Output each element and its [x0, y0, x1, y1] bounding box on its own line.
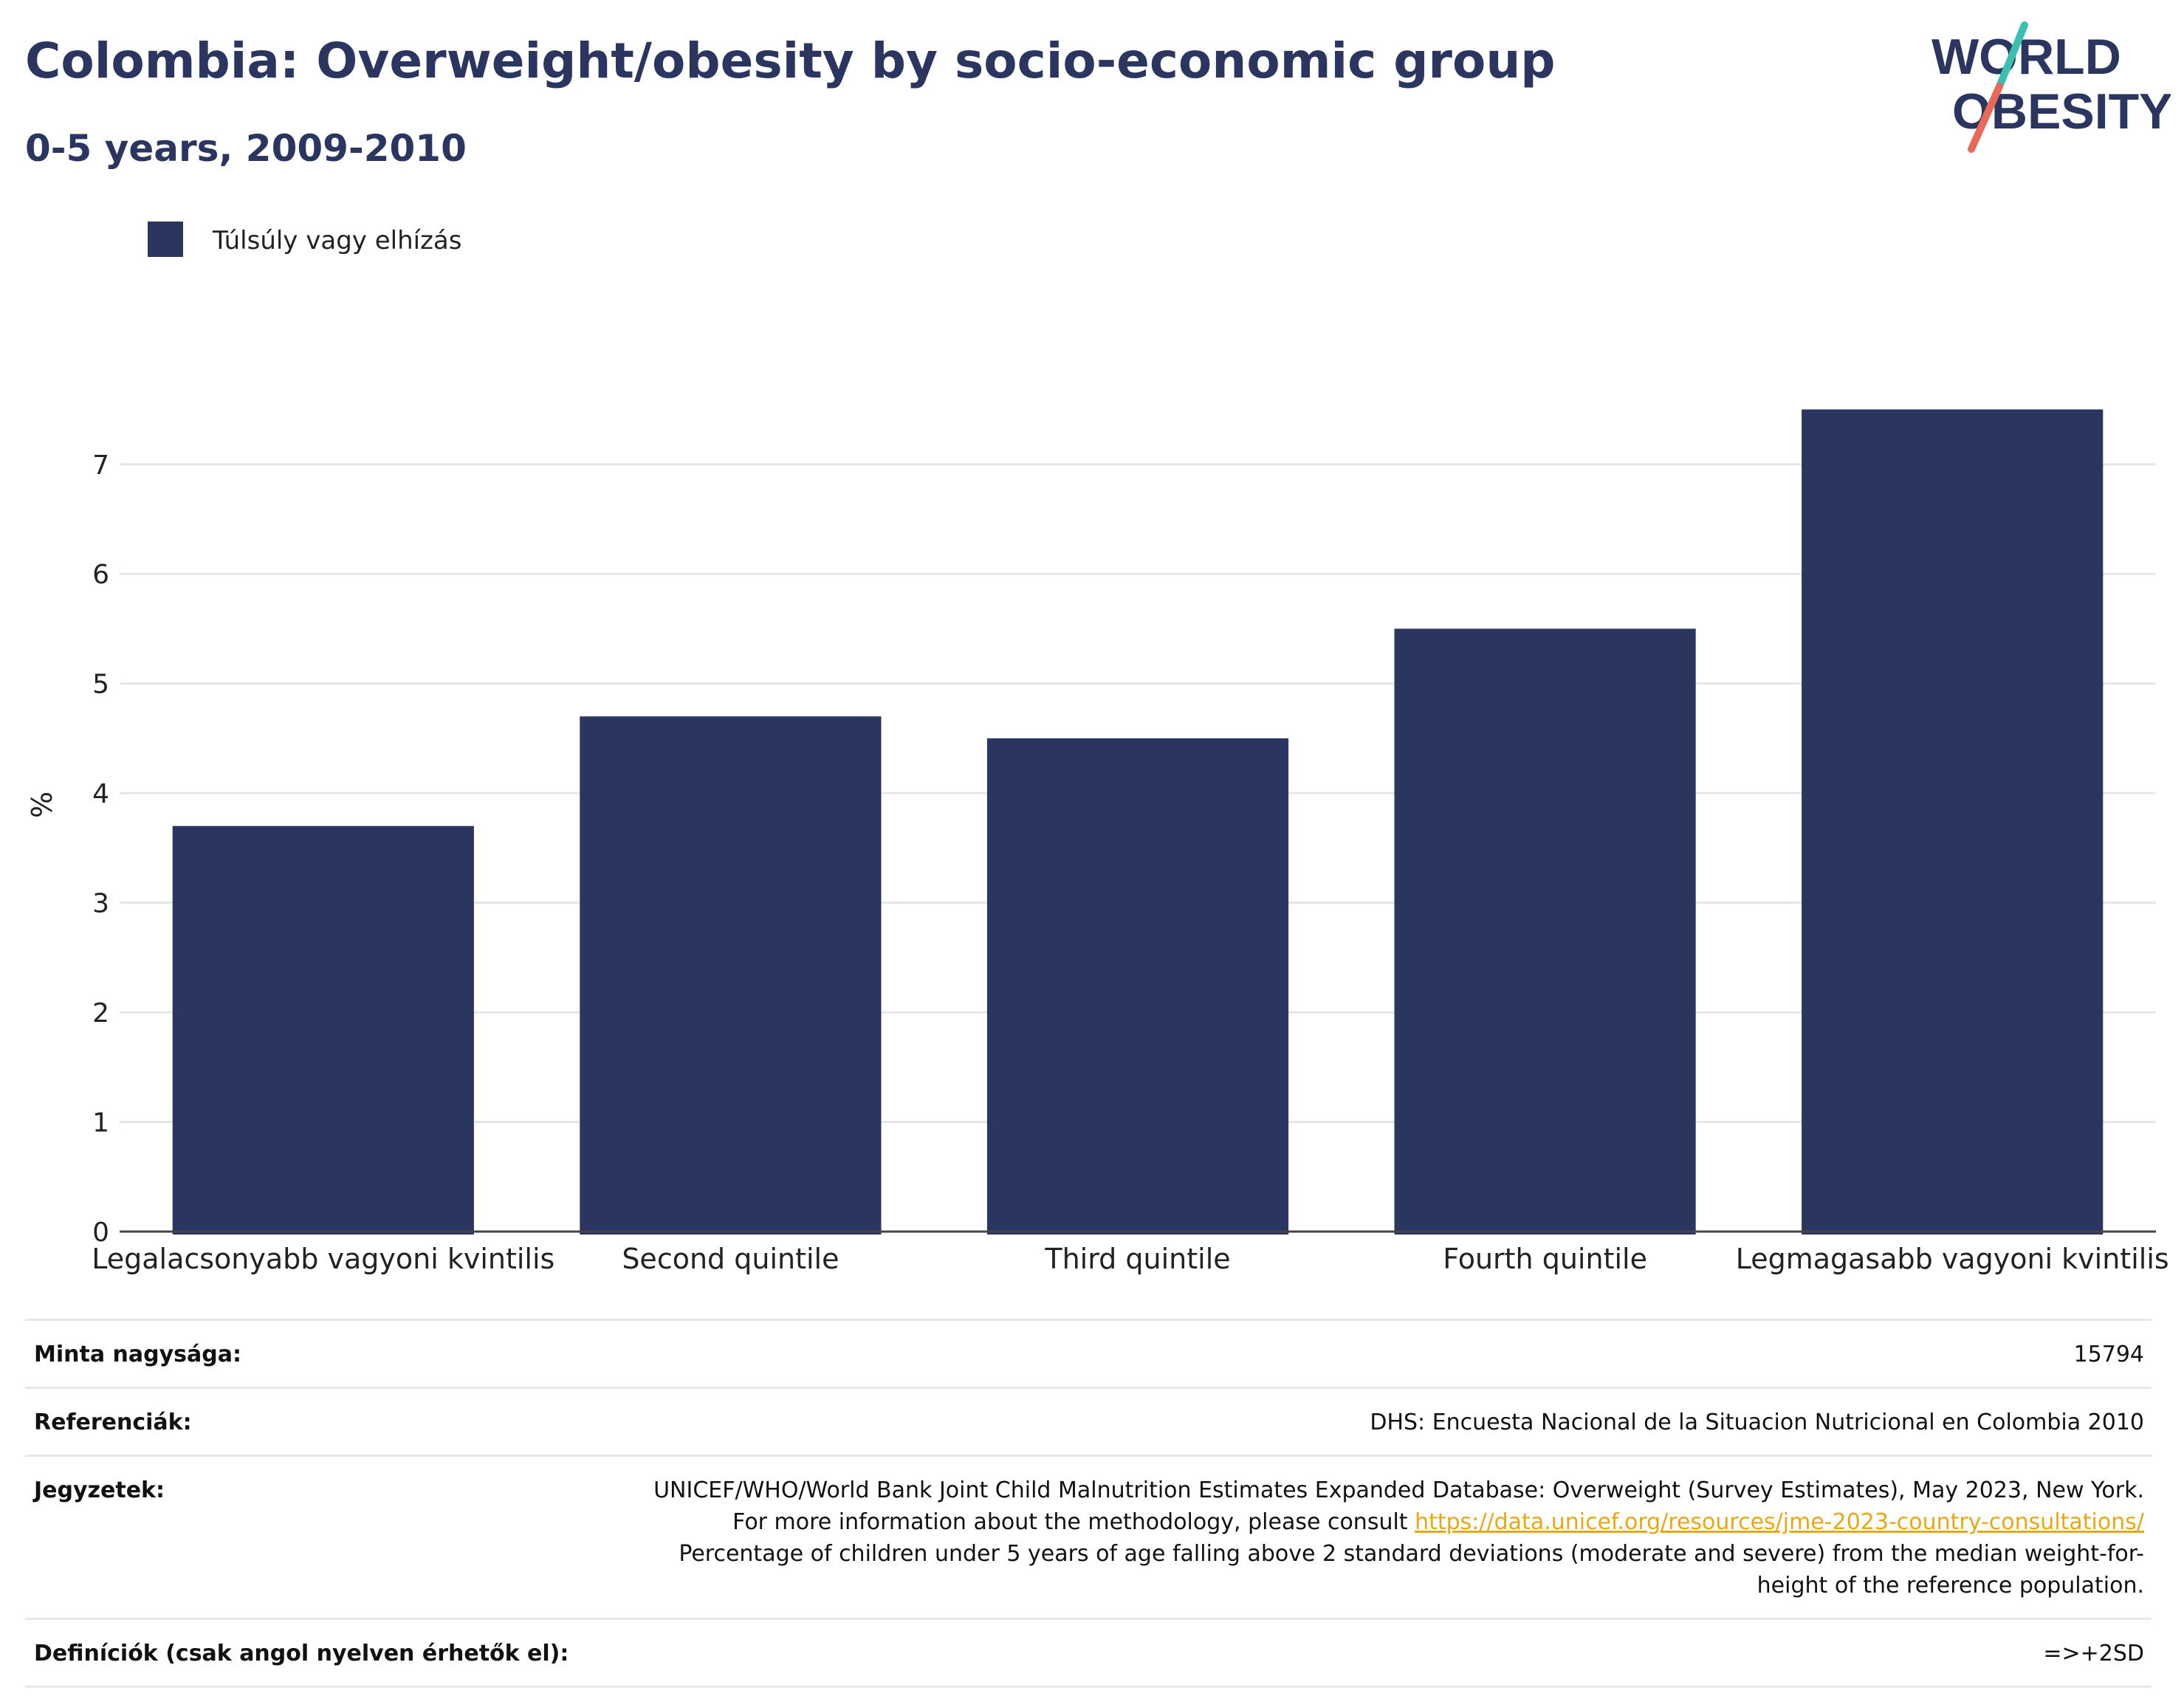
bar [580, 716, 882, 1235]
x-tick-label: Legmagasabb vagyoni kvintilis [1736, 1243, 2169, 1275]
x-tick-label: Second quintile [622, 1243, 839, 1275]
x-tick-label: Fourth quintile [1443, 1243, 1647, 1275]
methodology-link[interactable]: https://data.unicef.org/resources/jme-20… [1415, 1509, 2144, 1535]
bar [172, 825, 474, 1235]
chart-title: Colombia: Overweight/obesity by socio-ec… [25, 32, 1556, 89]
legend-label: Túlsúly vagy elhízás [212, 226, 461, 255]
y-tick-label: 7 [92, 450, 109, 481]
logo-word-world: WORLD [1931, 29, 2121, 85]
definitions-label: Definíciók (csak angol nyelven érhetők e… [34, 1641, 569, 1666]
legend: Túlsúly vagy elhízás [148, 222, 461, 257]
world-obesity-logo: WORLD OBESITY [1931, 21, 2171, 153]
y-tick-label: 1 [92, 1108, 109, 1139]
legend-swatch [148, 222, 183, 257]
definitions-value: =>+2SD [2043, 1641, 2144, 1666]
y-tick-label: 2 [92, 998, 109, 1029]
x-axis-labels: Legalacsonyabb vagyoni kvintilis Second q… [92, 1243, 2168, 1275]
logo-slash-top [1996, 21, 2028, 90]
x-tick-label: Legalacsonyabb vagyoni kvintilis [92, 1243, 554, 1275]
notes-label: Jegyzetek: [34, 1477, 165, 1503]
bar [1802, 409, 2104, 1235]
x-tick-label: Third quintile [1044, 1243, 1230, 1275]
chart-subtitle: 0-5 years, 2009-2010 [25, 127, 467, 170]
y-tick-label: 3 [92, 889, 109, 919]
references-row: Referenciák: DHS: Encuesta Nacional de l… [25, 1387, 2152, 1455]
sample-size-label: Minta nagysága: [34, 1342, 241, 1367]
bar [1394, 628, 1696, 1235]
bar-chart: Túlsúly vagy elhízás 0 1 2 3 4 5 6 7 Legalacson… [26, 222, 2169, 1275]
y-tick-label: 0 [92, 1218, 109, 1248]
notes-text-before: UNICEF/WHO/World Bank Joint Child Malnut… [653, 1477, 2144, 1535]
notes-row: Jegyzetek: UNICEF/WHO/World Bank Joint C… [25, 1455, 2152, 1618]
logo-slash-bottom [1968, 83, 2003, 153]
y-tick-label: 5 [92, 670, 109, 700]
bars [120, 409, 2156, 1235]
y-tick-label: 6 [92, 560, 109, 590]
sample-size-value: 15794 [2073, 1342, 2144, 1367]
notes-text-after: Percentage of children under 5 years of … [679, 1541, 2144, 1599]
notes-value: UNICEF/WHO/World Bank Joint Child Malnut… [631, 1474, 2144, 1601]
definitions-row: Definíciók (csak angol nyelven érhetők e… [25, 1618, 2152, 1688]
sample-size-row: Minta nagysága: 15794 [25, 1319, 2152, 1387]
y-tick-label: 4 [92, 779, 109, 809]
y-axis-ticks: 0 1 2 3 4 5 6 7 [92, 450, 109, 1248]
info-table: Minta nagysága: 15794 Referenciák: DHS: … [25, 1319, 2152, 1688]
bar [986, 738, 1289, 1235]
references-label: Referenciák: [34, 1410, 192, 1435]
y-axis-label: % [26, 792, 58, 818]
references-value: DHS: Encuesta Nacional de la Situacion N… [1370, 1410, 2144, 1435]
